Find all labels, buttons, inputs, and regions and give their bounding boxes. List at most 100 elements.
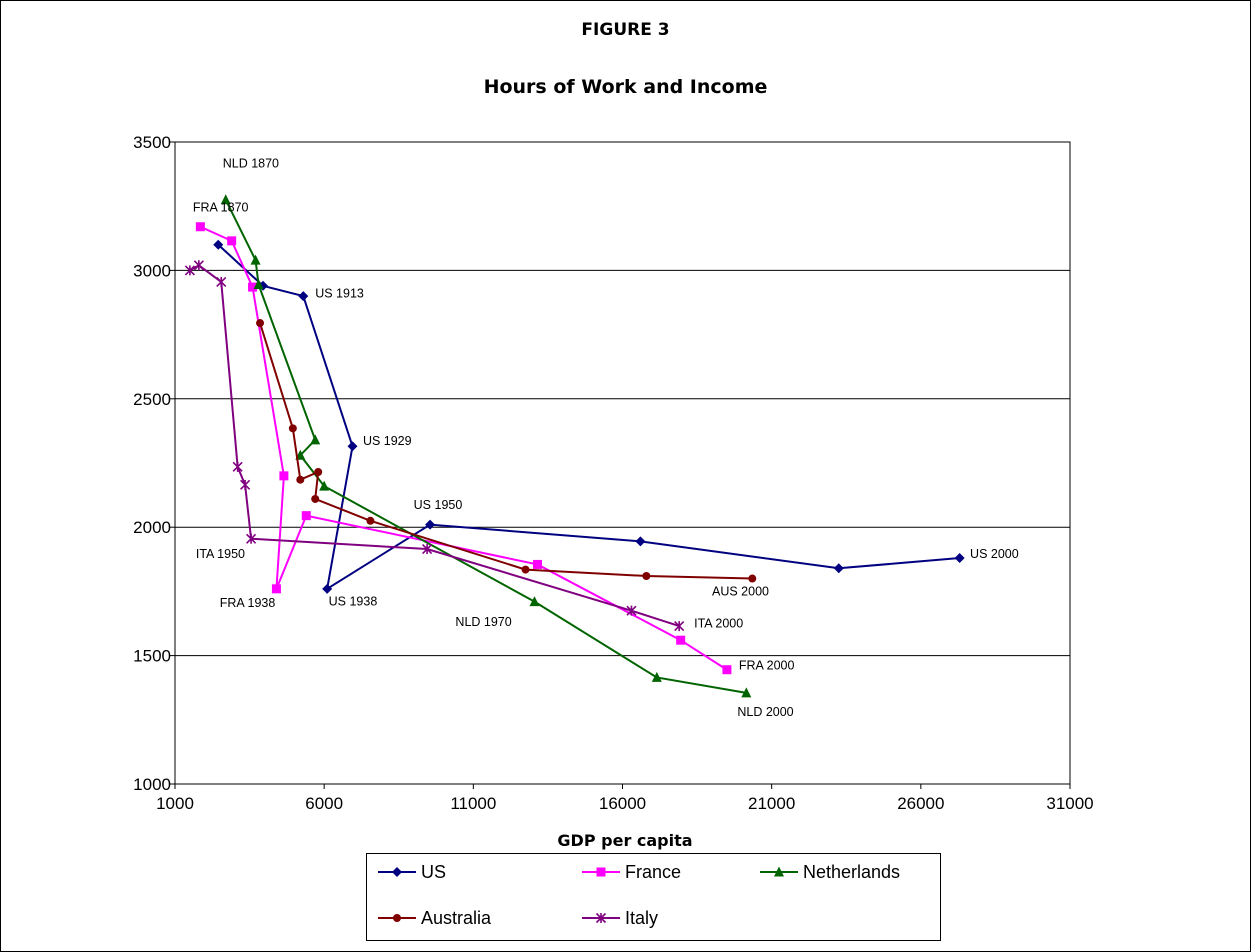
data-point (521, 565, 530, 574)
y-tick-label: 2500 (133, 390, 171, 409)
annotation-label: US 1913 (315, 286, 364, 300)
data-point (322, 583, 333, 594)
x-tick-label: 31000 (1046, 794, 1093, 813)
data-point (246, 533, 257, 544)
legend-label: Netherlands (803, 861, 901, 882)
legend-item-us: US (377, 860, 446, 884)
data-point (240, 479, 251, 490)
data-point (674, 621, 685, 632)
annotation-label: US 1929 (363, 434, 412, 448)
series-france (195, 222, 732, 675)
data-point (220, 194, 231, 205)
data-point (347, 441, 358, 452)
figure-label: FIGURE 3 (581, 20, 670, 40)
data-point (184, 265, 195, 276)
data-point (298, 291, 309, 302)
series-line (199, 225, 728, 671)
legend-label: Italy (625, 907, 659, 928)
x-tick-label: 1000 (156, 794, 194, 813)
data-point (250, 254, 261, 265)
annotation-label: US 1938 (329, 595, 378, 609)
data-point (626, 605, 637, 616)
legend-swatch (378, 867, 416, 877)
x-tick-label: 21000 (748, 794, 795, 813)
annotation-label: ITA 1950 (196, 547, 245, 561)
data-point (301, 511, 311, 521)
series-netherlands (220, 194, 752, 698)
legend-label: Australia (421, 907, 492, 928)
data-point (279, 471, 289, 481)
plot-border (174, 141, 1071, 785)
legend-swatch (760, 866, 798, 877)
data-point (954, 553, 965, 564)
legend-item-italy: Italy (581, 906, 658, 930)
series-line (259, 322, 753, 580)
data-point (253, 279, 264, 290)
annotation-label: FRA 1938 (220, 596, 276, 610)
x-tick-label: 16000 (599, 794, 646, 813)
data-point (741, 687, 752, 698)
data-point (425, 519, 436, 530)
series-australia (256, 319, 757, 583)
data-point (296, 475, 305, 484)
data-point (642, 571, 651, 580)
data-point (529, 596, 540, 607)
legend-swatch (582, 912, 620, 924)
chart-title: Hours of Work and Income (483, 76, 768, 98)
annotation-label: NLD 2000 (737, 705, 793, 719)
data-point (722, 665, 732, 675)
y-tick-label: 3500 (133, 133, 171, 152)
annotation-label: US 1950 (414, 498, 463, 512)
annotation-label: FRA 2000 (739, 659, 795, 673)
series-us (213, 239, 965, 594)
data-point (256, 319, 265, 328)
data-point (248, 282, 258, 292)
x-tick-label: 11000 (450, 794, 496, 813)
data-point (422, 543, 433, 555)
legend-item-france: France (581, 860, 681, 884)
data-point (366, 516, 375, 525)
data-point (310, 434, 321, 445)
legend: US France Netherlands Australia Italy (366, 853, 941, 941)
data-point (288, 424, 297, 433)
data-point (216, 276, 227, 288)
data-point (271, 584, 281, 594)
data-point (532, 559, 542, 569)
annotation-label: ITA 2000 (694, 616, 743, 630)
legend-label: France (625, 861, 682, 882)
data-point (748, 574, 757, 583)
annotation-label: US 2000 (970, 547, 1019, 561)
x-tick-label: 26000 (897, 794, 944, 813)
data-point (676, 635, 686, 645)
y-tick-label: 2000 (133, 518, 171, 537)
annotation-label: FRA 1870 (193, 200, 249, 214)
annotation-label: NLD 1870 (223, 157, 279, 171)
data-point (193, 260, 204, 271)
data-point (311, 494, 320, 503)
data-point (227, 236, 237, 246)
data-point (833, 563, 844, 574)
legend-item-netherlands: Netherlands (759, 860, 900, 884)
data-point (319, 480, 330, 491)
annotation-label: NLD 1970 (455, 615, 511, 629)
data-point (651, 671, 662, 682)
series-italy (184, 260, 685, 632)
annotation-label: AUS 2000 (712, 584, 769, 598)
data-point (232, 461, 243, 472)
legend-item-australia: Australia (377, 906, 491, 930)
data-point (314, 467, 323, 476)
legend-swatch (582, 867, 620, 877)
data-point (195, 222, 205, 232)
data-point (213, 239, 224, 250)
y-tick-label: 3000 (133, 261, 171, 280)
x-tick-label: 6000 (305, 794, 343, 813)
legend-label: US (421, 861, 447, 882)
y-tick-label: 1500 (133, 647, 171, 666)
data-point (635, 536, 646, 547)
legend-swatch (378, 914, 416, 922)
series-line (189, 264, 680, 628)
y-tick-label: 1000 (133, 775, 171, 794)
x-axis-label: GDP per capita (557, 831, 693, 850)
